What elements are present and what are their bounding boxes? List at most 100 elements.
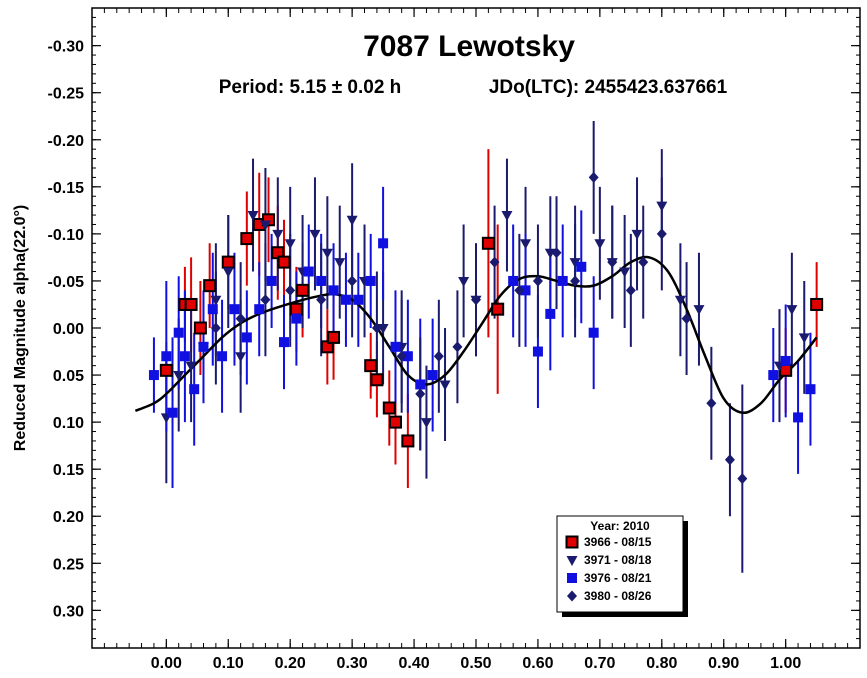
x-tick-label: 0.60 — [522, 655, 553, 672]
x-tick-label: 0.70 — [584, 655, 615, 672]
point-square-blue — [780, 355, 791, 366]
point-square-blue — [161, 351, 172, 362]
point-square-red — [327, 330, 341, 344]
point-diamond — [681, 313, 692, 325]
y-tick-label: 0.30 — [53, 603, 84, 620]
point-square-blue — [291, 313, 302, 324]
point-square-blue — [328, 285, 339, 296]
point-diamond — [415, 388, 426, 400]
legend-marker — [565, 535, 579, 549]
x-tick-label: 0.90 — [708, 655, 739, 672]
point-square-red — [184, 297, 198, 311]
point-diamond — [235, 313, 246, 325]
point-triangle-down — [222, 267, 234, 278]
point-triangle-down — [594, 239, 606, 250]
point-diamond — [514, 284, 525, 296]
point-diamond — [489, 256, 500, 268]
point-square-red — [289, 302, 303, 316]
point-triangle-down — [656, 201, 668, 212]
y-tick-label: 0.20 — [53, 509, 84, 526]
point-triangle-down — [247, 211, 259, 222]
point-diamond — [396, 350, 407, 362]
x-tick-label: 0.30 — [337, 655, 368, 672]
point-triangle-down — [693, 305, 705, 316]
point-diamond — [260, 294, 271, 306]
point-diamond — [532, 275, 543, 287]
point-square-blue — [545, 308, 556, 319]
point-square-blue — [340, 294, 351, 305]
point-square-blue — [576, 261, 587, 272]
point-square-red — [401, 434, 415, 448]
y-axis-label: Reduced Magnitude alpha(22.0°) — [12, 205, 29, 451]
point-square-blue — [303, 266, 314, 277]
point-square-red — [810, 297, 824, 311]
point-square-blue — [229, 304, 240, 315]
point-diamond — [737, 473, 748, 485]
x-tick-label: 0.50 — [460, 655, 491, 672]
point-diamond — [316, 294, 327, 306]
point-triangle-down — [210, 295, 222, 306]
point-triangle-down — [631, 229, 643, 240]
point-square-blue — [427, 370, 438, 381]
point-square-blue — [532, 346, 543, 357]
point-triangle-down — [439, 380, 451, 391]
point-square-blue — [768, 370, 779, 381]
point-triangle-down — [334, 258, 346, 269]
chart-subtitle-epoch: JDo(LTC): 2455423.637661 — [489, 77, 728, 98]
point-square-blue — [217, 351, 228, 362]
y-tick-label: 0.15 — [53, 462, 84, 479]
legend-entry-label: 3980 - 08/26 — [584, 589, 652, 603]
point-square-red — [364, 359, 378, 373]
y-tick-label: -0.20 — [48, 133, 85, 150]
point-square-blue — [557, 275, 568, 286]
point-triangle-down — [185, 361, 197, 372]
point-square-red — [240, 232, 254, 246]
point-diamond — [551, 247, 562, 259]
legend-entries: 3966 - 08/15 3971 - 08/18 3976 - 08/21 3980… — [565, 535, 652, 603]
y-tick-label: -0.30 — [48, 39, 85, 56]
point-square-blue — [353, 294, 364, 305]
point-diamond — [371, 322, 382, 334]
point-diamond — [210, 322, 221, 334]
chart-title: 7087 Lewotsky — [363, 30, 575, 63]
legend-marker — [566, 556, 578, 566]
point-square-blue — [198, 341, 209, 352]
point-diamond — [625, 284, 636, 296]
y-tick-label: 0.05 — [53, 368, 84, 385]
point-triangle-down — [321, 248, 333, 259]
point-square-blue — [279, 337, 289, 348]
y-tick-label: -0.25 — [48, 86, 85, 103]
point-triangle-down — [458, 276, 470, 287]
y-tick-label: -0.05 — [48, 274, 85, 291]
y-tick-label: -0.15 — [48, 180, 85, 197]
legend-box — [556, 515, 684, 613]
point-square-red — [262, 213, 276, 227]
legend-entry-label: 3976 - 08/21 — [584, 571, 652, 585]
x-tick-label: 0.20 — [275, 655, 306, 672]
point-diamond — [607, 256, 618, 268]
point-square-red — [388, 415, 402, 429]
point-diamond — [452, 341, 463, 353]
point-square-red — [221, 255, 235, 269]
point-triangle-down — [235, 352, 247, 363]
point-square-blue — [241, 332, 252, 343]
y-tick-label: -0.10 — [48, 227, 85, 244]
y-tick-label: 0.00 — [53, 321, 84, 338]
point-square-blue — [520, 285, 531, 296]
point-triangle-down — [674, 295, 686, 306]
point-diamond — [347, 275, 358, 287]
y-tick-label: 0.25 — [53, 556, 84, 573]
point-square-blue — [508, 275, 519, 286]
legend-title: Year: 2010 — [590, 519, 650, 533]
point-diamond — [471, 294, 481, 306]
point-diamond — [724, 454, 735, 466]
axes-layer: 0.00 0.10 0.20 0.30 0.40 0.50 0.60 0.70 0.80 0.90… — [48, 8, 860, 672]
point-triangle-down — [309, 229, 321, 240]
point-diamond — [588, 171, 599, 183]
point-square-red — [193, 321, 207, 335]
point-square-blue — [148, 370, 159, 381]
point-square-blue — [588, 327, 599, 338]
point-diamond — [638, 256, 649, 268]
point-square-blue — [316, 275, 327, 286]
